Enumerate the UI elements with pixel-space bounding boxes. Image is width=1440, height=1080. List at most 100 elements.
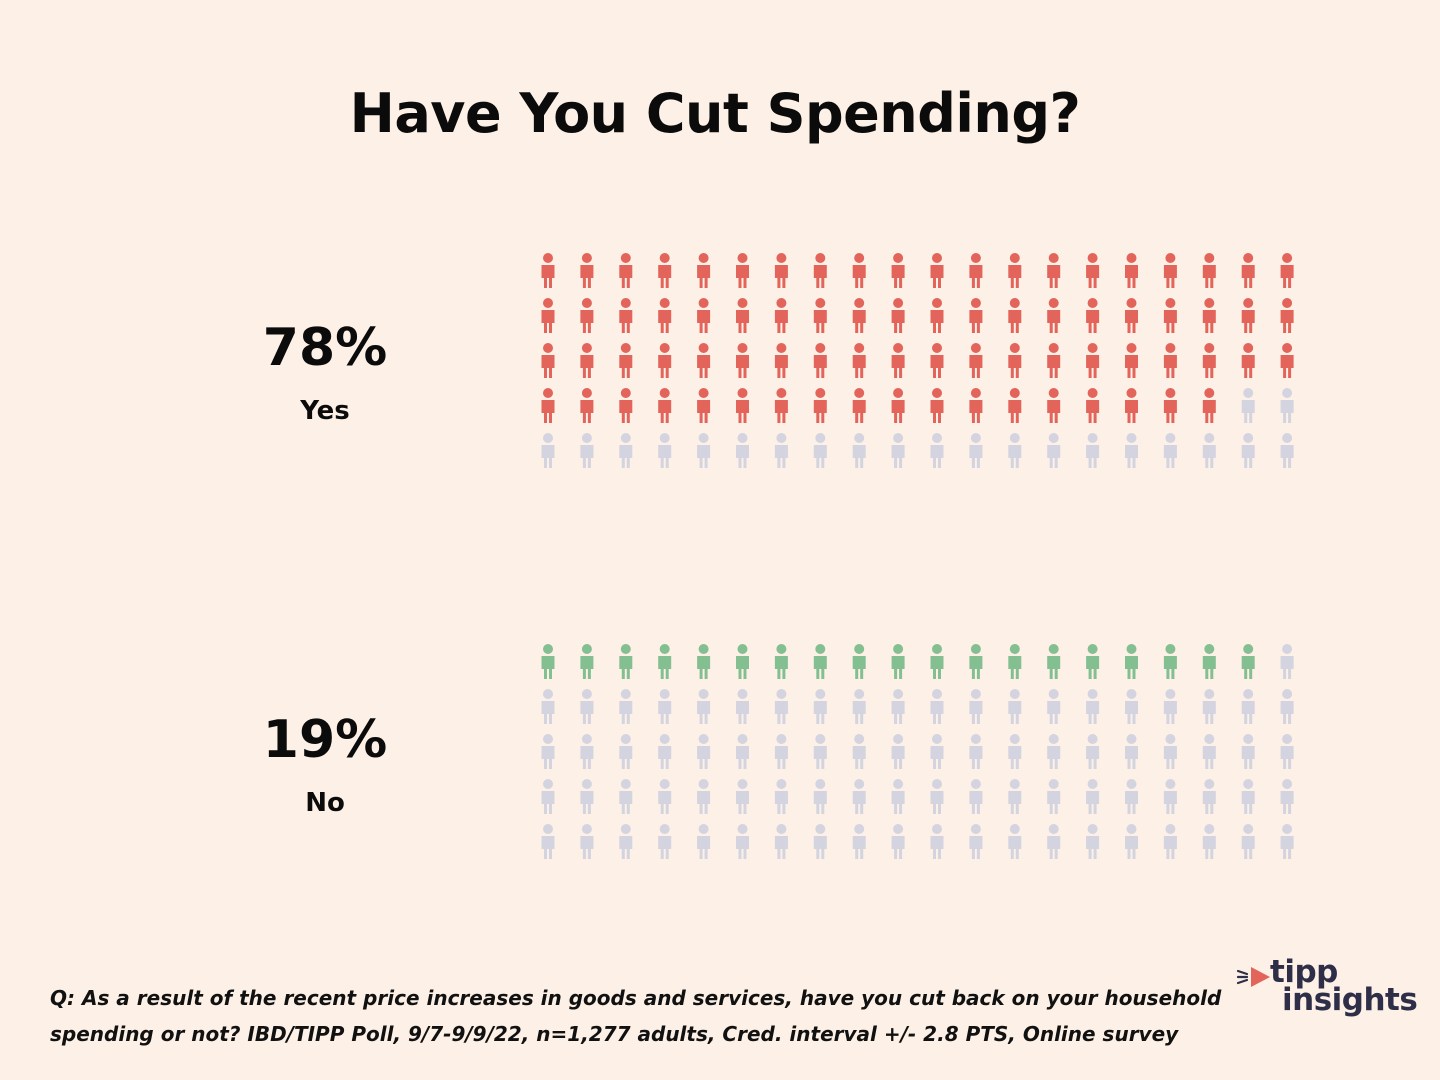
person-icon [619, 253, 633, 288]
person-icon [891, 433, 905, 468]
person-icon [1280, 343, 1294, 378]
person-icon [774, 298, 788, 333]
person-icon [774, 734, 788, 769]
person-icon [580, 644, 594, 679]
person-icon [541, 343, 555, 378]
person-icon [1202, 388, 1216, 423]
person-icon [541, 388, 555, 423]
person-icon [774, 253, 788, 288]
person-icon [813, 689, 827, 724]
person-icon [580, 433, 594, 468]
person-icon [891, 253, 905, 288]
person-icon [1241, 689, 1255, 724]
person-icon [930, 343, 944, 378]
person-icon [774, 644, 788, 679]
person-icon [1125, 734, 1138, 769]
person-icon [1241, 253, 1255, 288]
person-icon [891, 734, 905, 769]
person-icon [1008, 734, 1022, 769]
person-icon [1008, 824, 1022, 859]
person-icon [1125, 298, 1138, 333]
person-icon [813, 824, 827, 859]
person-icon [891, 779, 905, 814]
person-icon [930, 388, 944, 423]
person-icon [1047, 433, 1061, 468]
person-icon [697, 779, 711, 814]
person-icon [1047, 644, 1061, 679]
person-icon [930, 433, 944, 468]
person-icon [1125, 343, 1138, 378]
person-icon [969, 734, 983, 769]
person-icon [1202, 689, 1216, 724]
person-icon [930, 689, 944, 724]
person-icon [1202, 824, 1216, 859]
logo-arrow-icon [1236, 967, 1270, 987]
person-icon [619, 388, 633, 423]
person-icon [1241, 734, 1255, 769]
person-icon [1241, 388, 1255, 423]
person-icon [891, 824, 905, 859]
person-icon [930, 734, 944, 769]
person-icon [697, 644, 711, 679]
person-icon [541, 824, 555, 859]
person-icon [891, 388, 905, 423]
person-icon [1280, 689, 1294, 724]
person-icon [969, 253, 983, 288]
person-icon [1008, 343, 1022, 378]
person-icon [852, 433, 866, 468]
no-category-label: No [305, 788, 345, 818]
person-icon [852, 253, 866, 288]
person-icon [580, 253, 594, 288]
person-icon [1008, 388, 1022, 423]
person-icon [1241, 779, 1255, 814]
person-icon [852, 689, 866, 724]
survey-footnote: Q: As a result of the recent price incre… [50, 980, 1230, 1052]
person-icon [580, 779, 594, 814]
person-icon [969, 824, 983, 859]
person-icon [1125, 689, 1138, 724]
person-icon [1086, 343, 1100, 378]
person-icon [1086, 253, 1100, 288]
person-icon [1280, 298, 1294, 333]
person-icon [930, 253, 944, 288]
person-icon [541, 253, 555, 288]
person-icon [1125, 644, 1138, 679]
person-icon [1086, 433, 1100, 468]
person-icon [658, 253, 672, 288]
person-icon [1163, 253, 1177, 288]
person-icon [813, 779, 827, 814]
person-icon [1163, 689, 1177, 724]
person-icon [852, 644, 866, 679]
person-icon [619, 298, 633, 333]
person-icon [774, 343, 788, 378]
person-icon [1280, 824, 1294, 859]
person-icon [1008, 644, 1022, 679]
person-icon [619, 779, 633, 814]
person-icon [891, 343, 905, 378]
person-icon [1280, 388, 1294, 423]
person-icon [1202, 644, 1216, 679]
person-icon [580, 734, 594, 769]
person-icon [1202, 734, 1216, 769]
person-icon [1008, 253, 1022, 288]
person-icon [1280, 253, 1294, 288]
person-icon [852, 824, 866, 859]
person-icon [1047, 734, 1061, 769]
person-icon [969, 433, 983, 468]
person-icon [658, 433, 672, 468]
person-icon [969, 779, 983, 814]
person-icon [1047, 689, 1061, 724]
person-icon [1125, 388, 1138, 423]
person-icon [813, 343, 827, 378]
person-icon [1241, 433, 1255, 468]
person-icon [1163, 433, 1177, 468]
person-icon [1008, 689, 1022, 724]
person-icon [658, 734, 672, 769]
person-icon [697, 433, 711, 468]
person-icon [580, 343, 594, 378]
person-icon [1125, 824, 1138, 859]
person-icon [580, 824, 594, 859]
person-icon [1241, 644, 1255, 679]
person-icon [736, 824, 749, 859]
person-icon [969, 343, 983, 378]
